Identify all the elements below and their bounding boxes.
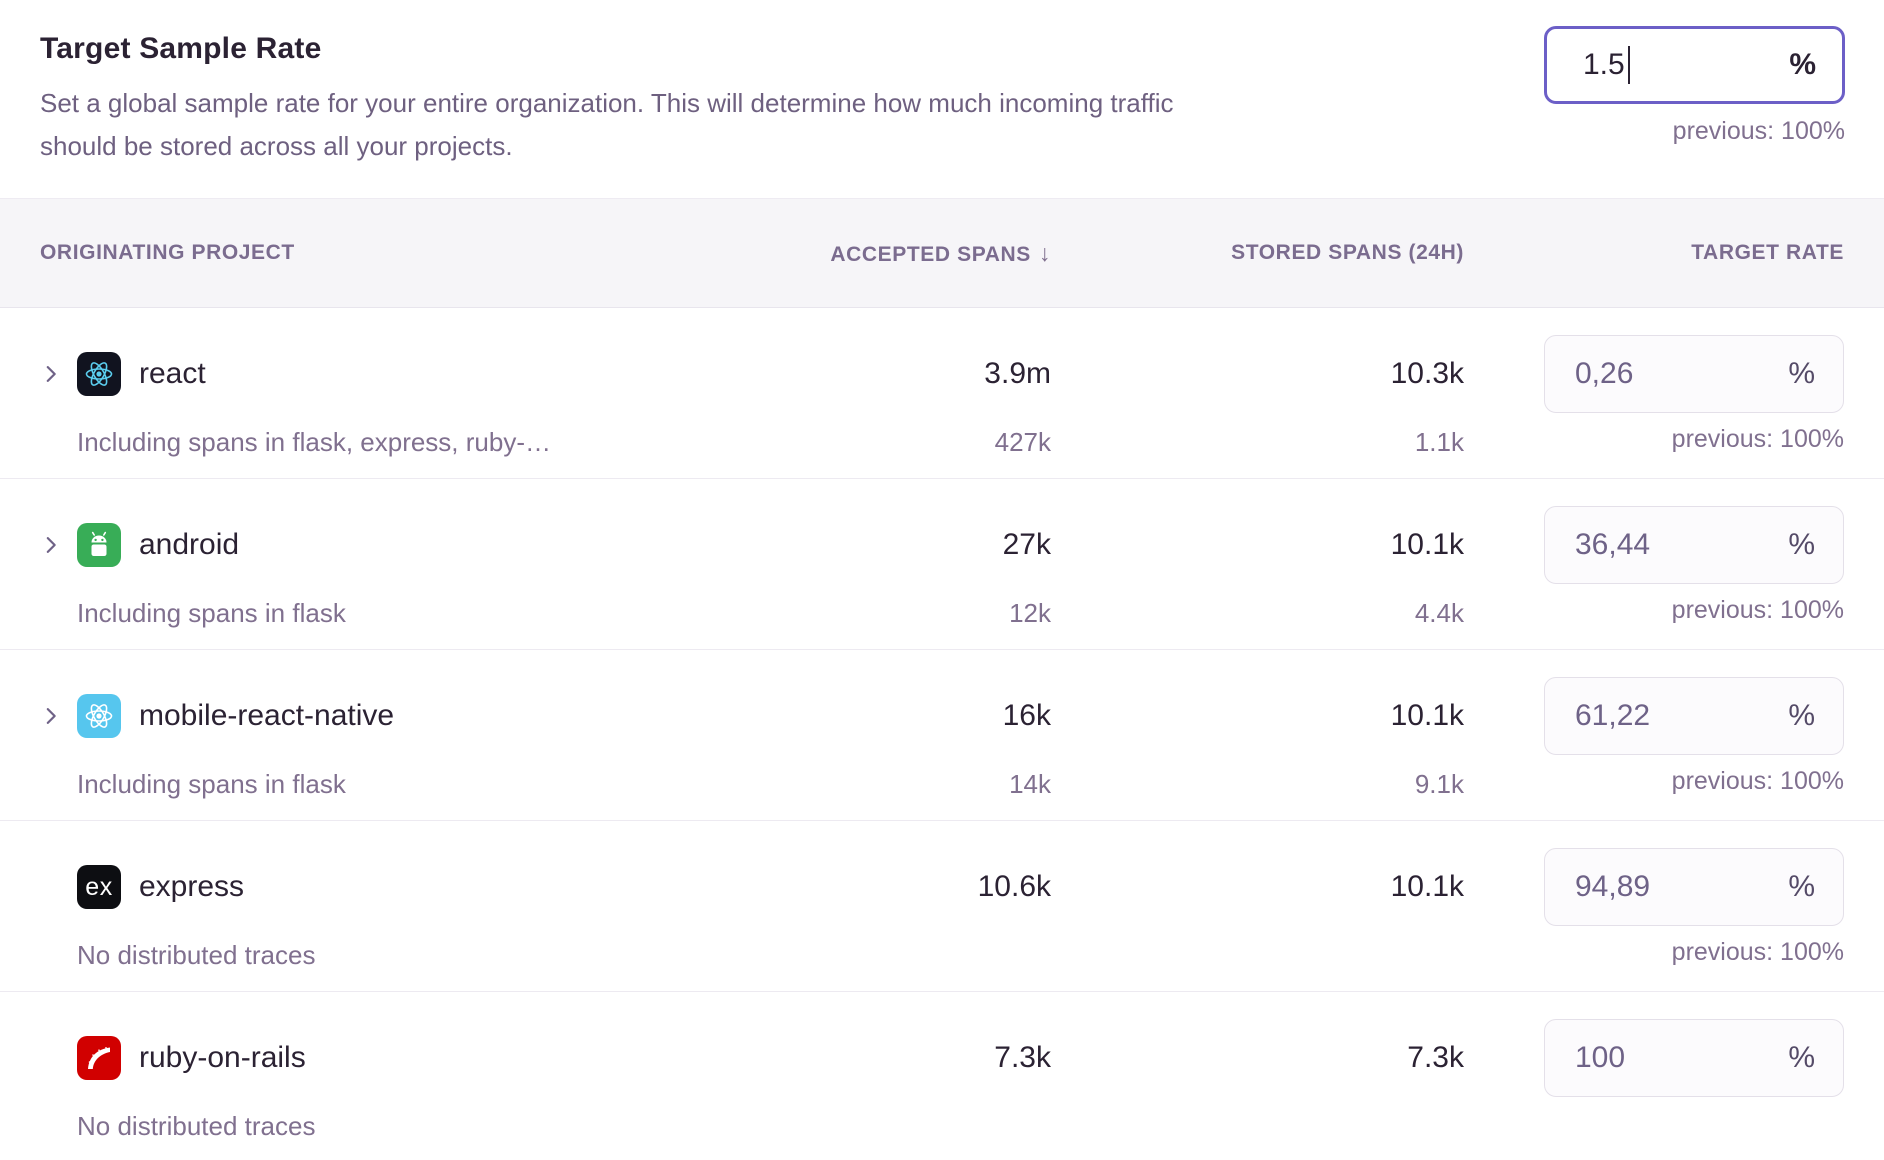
stored-spans-value: 10.3k (1390, 357, 1464, 390)
express-icon: ex (77, 865, 121, 909)
table-row: ex express No distributed traces 10.6k 1… (0, 821, 1884, 992)
project-rate-input[interactable]: 36,44 % (1544, 506, 1844, 584)
global-rate-value: 1.5 (1583, 48, 1625, 81)
project-rate-input[interactable]: 0,26 % (1544, 335, 1844, 413)
percent-suffix: % (1788, 528, 1815, 561)
previous-rate-label: previous: 100% (1671, 767, 1844, 795)
accepted-spans-sub-value: 427k (994, 427, 1051, 457)
stored-spans-value: 7.3k (1407, 1041, 1464, 1074)
panel-header: Target Sample Rate Set a global sample r… (0, 0, 1884, 198)
page-title: Target Sample Rate (40, 32, 322, 65)
project-name: react (139, 357, 206, 390)
accepted-spans-sub-value (661, 1110, 1051, 1142)
stored-spans-sub-value: 1.1k (1414, 427, 1464, 457)
project-rate-input[interactable]: 61,22 % (1544, 677, 1844, 755)
project-rate-input[interactable]: 100 % (1544, 1019, 1844, 1097)
projects-table: react Including spans in flask, express,… (0, 308, 1884, 1160)
stored-spans-value: 10.1k (1390, 528, 1464, 561)
project-name: mobile-react-native (139, 699, 395, 732)
accepted-spans-value: 10.6k (977, 870, 1051, 903)
global-rate-input[interactable]: 1.5 % (1544, 26, 1845, 104)
table-row: react Including spans in flask, express,… (0, 308, 1884, 479)
project-name: android (139, 528, 240, 561)
stored-spans-sub-value (1051, 1110, 1464, 1142)
accepted-spans-sub-value: 12k (1009, 598, 1051, 628)
expand-chevron-icon[interactable] (40, 705, 77, 727)
column-header-stored-spans: STORED SPANS (24H) (1231, 241, 1464, 264)
project-subtitle: Including spans in flask (77, 769, 346, 799)
react-icon (77, 352, 121, 396)
accepted-spans-sub-value (661, 939, 1051, 971)
accepted-spans-value: 3.9m (984, 357, 1051, 390)
rails-icon (77, 1036, 121, 1080)
rate-value: 61,22 (1575, 699, 1651, 732)
percent-suffix: % (1789, 48, 1816, 81)
column-header-originating-project: ORIGINATING PROJECT (40, 241, 295, 264)
percent-suffix: % (1788, 699, 1815, 732)
percent-suffix: % (1788, 870, 1815, 903)
percent-suffix: % (1788, 357, 1815, 390)
react-native-icon (77, 694, 121, 738)
accepted-spans-value: 7.3k (994, 1041, 1051, 1074)
stored-spans-sub-value: 4.4k (1414, 598, 1464, 628)
rate-value: 100 (1575, 1041, 1626, 1074)
rate-value: 36,44 (1575, 528, 1651, 561)
expand-chevron-icon (40, 876, 77, 898)
rate-value: 94,89 (1575, 870, 1651, 903)
previous-rate-label: previous: 100% (1671, 938, 1844, 966)
stored-spans-value: 10.1k (1390, 699, 1464, 732)
sort-descending-icon: ↓ (1038, 239, 1051, 266)
accepted-spans-sub-value: 14k (1009, 769, 1051, 799)
expand-chevron-icon[interactable] (40, 363, 77, 385)
expand-chevron-icon (40, 1047, 77, 1069)
table-header: ORIGINATING PROJECT ACCEPTED SPANS ↓ STOR… (0, 198, 1884, 308)
text-cursor (1627, 46, 1630, 84)
project-subtitle: No distributed traces (77, 1111, 316, 1141)
project-subtitle: Including spans in flask, express, ruby-… (77, 427, 551, 457)
project-name: ruby-on-rails (139, 1041, 306, 1074)
table-row: mobile-react-native Including spans in f… (0, 650, 1884, 821)
expand-chevron-icon[interactable] (40, 534, 77, 556)
rate-value: 0,26 (1575, 357, 1634, 390)
accepted-spans-value: 16k (1002, 699, 1051, 732)
global-rate-section: 1.5 % previous: 100% (1544, 26, 1845, 146)
stored-spans-sub-value: 9.1k (1414, 769, 1464, 799)
project-subtitle: No distributed traces (77, 940, 316, 970)
percent-suffix: % (1788, 1041, 1815, 1074)
column-header-accepted-spans[interactable]: ACCEPTED SPANS ↓ (830, 239, 1051, 266)
stored-spans-sub-value (1051, 939, 1464, 971)
page-description: Set a global sample rate for your entire… (40, 88, 1174, 161)
previous-rate-label: previous: 100% (1671, 596, 1844, 624)
accepted-spans-value: 27k (1002, 528, 1051, 561)
table-row: android Including spans in flask 27k 12k… (0, 479, 1884, 650)
stored-spans-value: 10.1k (1390, 870, 1464, 903)
previous-rate-label: previous: 100% (1672, 117, 1845, 145)
table-row: ruby-on-rails No distributed traces 7.3k… (0, 992, 1884, 1160)
project-rate-input[interactable]: 94,89 % (1544, 848, 1844, 926)
project-name: express (139, 870, 245, 903)
column-header-target-rate: TARGET RATE (1691, 241, 1844, 264)
previous-rate-label: previous: 100% (1671, 425, 1844, 453)
android-icon (77, 523, 121, 567)
project-subtitle: Including spans in flask (77, 598, 346, 628)
